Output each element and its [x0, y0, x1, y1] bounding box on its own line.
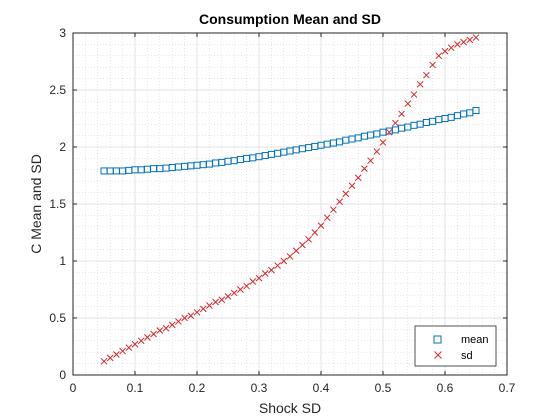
point-sd: [367, 157, 374, 165]
point-sd: [410, 91, 418, 98]
point-sd: [243, 282, 250, 290]
point-sd: [144, 334, 151, 341]
point-sd: [292, 247, 300, 255]
point-sd: [447, 44, 455, 52]
legend-sd-marker: [434, 351, 442, 359]
point-sd: [398, 110, 405, 118]
y-tick-label: 3: [59, 26, 66, 40]
point-sd: [280, 257, 288, 265]
point-sd: [311, 229, 319, 236]
point-sd: [429, 61, 436, 69]
point-sd: [268, 266, 275, 274]
point-sd: [181, 314, 188, 322]
point-sd: [255, 274, 263, 282]
legend-mean-marker: [433, 335, 442, 344]
point-sd: [150, 330, 157, 338]
point-sd: [168, 321, 176, 329]
point-sd: [317, 222, 325, 230]
x-tick-label: 0.4: [313, 381, 330, 395]
point-sd: [460, 38, 467, 46]
point-sd: [286, 253, 294, 260]
point-sd: [404, 100, 412, 108]
point-sd: [212, 298, 219, 306]
x-tick-label: 0.3: [251, 381, 268, 395]
point-sd: [354, 174, 362, 182]
plot-area: 0 0.1 0.2 0.3 0.4 0.5 0.6 0.7 0 0.5 1 1.5 2 2.5 3: [49, 26, 515, 395]
point-sd: [119, 347, 126, 355]
point-sd: [336, 198, 343, 206]
point-sd: [249, 278, 257, 285]
point-sd: [454, 41, 461, 48]
x-tick-label: 0.6: [437, 381, 454, 395]
point-sd: [379, 139, 387, 146]
point-sd: [441, 47, 449, 55]
y-tick-label: 0.5: [49, 311, 66, 325]
legend-sd-label: sd: [461, 350, 473, 362]
point-sd: [113, 351, 120, 358]
y-axis-title: C Mean and SD: [28, 154, 44, 254]
point-sd: [385, 128, 393, 136]
point-sd: [361, 165, 368, 173]
point-sd: [342, 190, 350, 198]
point-sd: [330, 206, 337, 214]
y-tick-label: 1: [59, 254, 66, 268]
point-sd: [299, 241, 306, 249]
series-layer: [100, 34, 480, 365]
point-sd: [373, 148, 381, 155]
legend-mean-label: mean: [461, 334, 489, 346]
point-sd: [230, 289, 238, 297]
point-sd: [175, 318, 182, 325]
point-sd: [323, 214, 331, 222]
x-tick-label: 0.1: [127, 381, 144, 395]
x-tick-label: 0.5: [375, 381, 392, 395]
x-tick-label: 0: [70, 381, 77, 395]
point-sd: [435, 52, 443, 60]
series-sd: [100, 34, 480, 365]
point-sd: [199, 305, 207, 313]
point-sd: [187, 312, 195, 320]
point-sd: [206, 302, 213, 309]
point-sd: [392, 119, 399, 127]
point-sd: [137, 337, 145, 345]
y-tick-label: 2.5: [49, 83, 66, 97]
point-mean: [472, 107, 480, 115]
point-sd: [274, 262, 281, 269]
point-sd: [416, 80, 424, 88]
point-sd: [348, 182, 356, 190]
x-tick-label: 0.7: [499, 381, 516, 395]
legend: mean sd: [414, 325, 497, 367]
series-mean: [100, 107, 480, 175]
point-sd: [193, 308, 201, 316]
point-sd: [100, 357, 108, 365]
legend-box: [414, 325, 497, 367]
y-tick-label: 1.5: [49, 197, 66, 211]
point-sd: [472, 34, 480, 41]
point-sd: [261, 270, 269, 277]
point-sd: [131, 340, 139, 348]
point-sd: [305, 235, 312, 243]
point-sd: [224, 292, 232, 300]
point-sd: [125, 344, 133, 351]
point-sd: [237, 286, 244, 293]
ticks: 0 0.1 0.2 0.3 0.4 0.5 0.6 0.7 0 0.5 1 1.5 2 2.5 3: [49, 26, 515, 395]
chart-title: Consumption Mean and SD: [199, 11, 381, 27]
x-axis-title: Shock SD: [259, 400, 321, 416]
point-sd: [162, 324, 170, 332]
y-tick-label: 0: [59, 368, 66, 382]
point-sd: [423, 71, 430, 79]
point-sd: [156, 327, 164, 334]
point-sd: [466, 36, 474, 44]
x-tick-label: 0.2: [189, 381, 206, 395]
point-sd: [106, 354, 114, 362]
point-sd: [218, 296, 226, 304]
y-tick-label: 2: [59, 140, 66, 154]
